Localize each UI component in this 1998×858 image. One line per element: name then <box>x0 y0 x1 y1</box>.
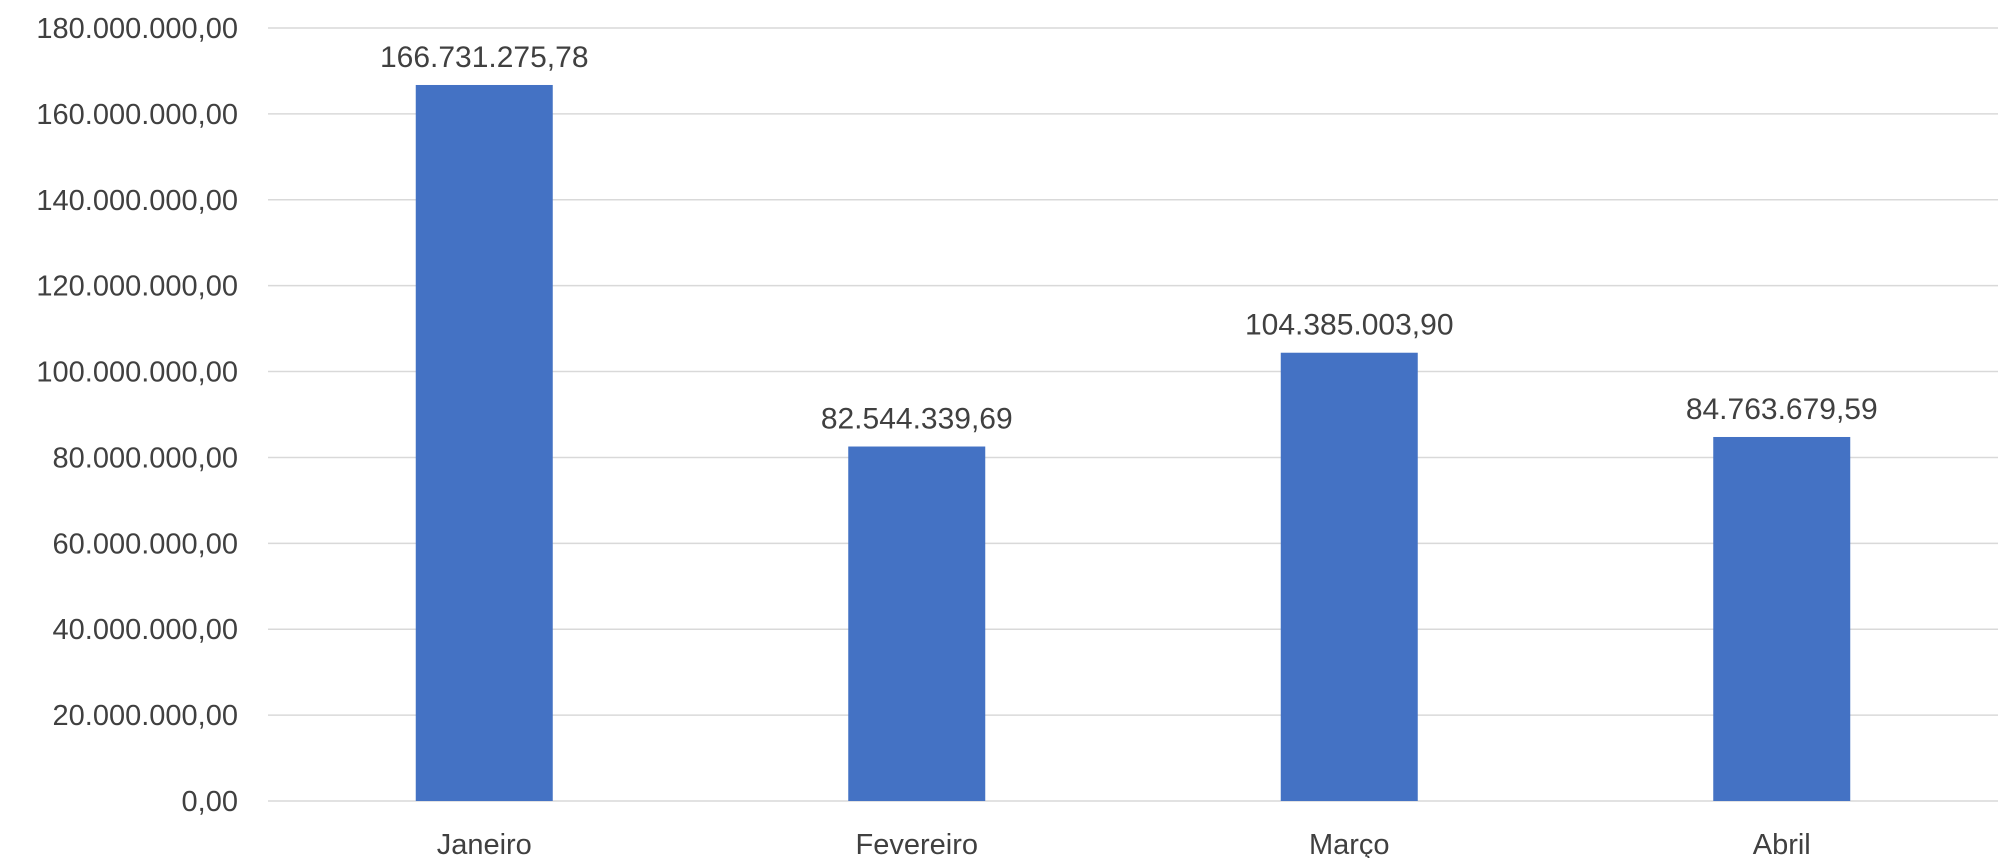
x-category-label: Fevereiro <box>856 829 979 858</box>
bar-março <box>1280 352 1418 801</box>
x-category-label: Janeiro <box>437 829 532 858</box>
data-label: 84.763.679,59 <box>1686 393 1878 426</box>
bars <box>415 84 1851 801</box>
data-label: 166.731.275,78 <box>380 41 589 74</box>
data-label: 82.544.339,69 <box>821 403 1013 436</box>
data-label: 104.385.003,90 <box>1245 309 1454 342</box>
x-category-label: Abril <box>1753 829 1811 858</box>
gridlines <box>268 27 1998 802</box>
y-tick-label: 100.000.000,00 <box>36 357 238 389</box>
y-tick-label: 60.000.000,00 <box>53 528 238 560</box>
bar-abril <box>1713 436 1851 801</box>
x-category-label: Março <box>1309 829 1390 858</box>
y-tick-label: 0,00 <box>182 786 238 818</box>
y-tick-label: 40.000.000,00 <box>53 614 238 646</box>
bar-fevereiro <box>848 446 986 801</box>
y-tick-label: 140.000.000,00 <box>36 185 238 217</box>
y-tick-label: 80.000.000,00 <box>53 442 238 474</box>
y-tick-label: 20.000.000,00 <box>53 700 238 732</box>
y-tick-label: 120.000.000,00 <box>36 271 238 303</box>
y-tick-label: 160.000.000,00 <box>36 99 238 131</box>
bar-janeiro <box>415 84 553 801</box>
y-tick-label: 180.000.000,00 <box>36 13 238 45</box>
data-labels: 166.731.275,78 82.544.339,69 104.385.003,9… <box>380 41 1878 436</box>
x-axis-category-labels: Janeiro Fevereiro Março Abril <box>437 829 1811 858</box>
y-axis-tick-labels: 0,00 20.000.000,00 40.000.000,00 60.000.000… <box>36 13 238 818</box>
